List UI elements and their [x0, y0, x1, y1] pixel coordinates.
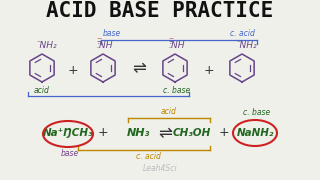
Text: ⁻: ⁻ [96, 36, 101, 46]
Text: +: + [98, 127, 108, 140]
Text: :̄NH: :̄NH [97, 41, 113, 50]
Text: +: + [203, 64, 214, 76]
Text: c. acid: c. acid [136, 152, 160, 161]
Text: c. base: c. base [164, 86, 191, 95]
Text: +: + [67, 64, 78, 76]
Text: ¨NH₂: ¨NH₂ [35, 41, 57, 50]
Text: ⁻: ⁻ [168, 36, 173, 46]
Text: ⇌: ⇌ [158, 124, 172, 142]
Text: base: base [61, 149, 79, 158]
Text: base: base [103, 29, 121, 38]
Text: NH₃: NH₃ [126, 128, 150, 138]
Text: acid: acid [161, 107, 177, 116]
Text: ⇌: ⇌ [132, 59, 146, 77]
Text: c. acid: c. acid [230, 29, 255, 38]
Text: +: + [218, 127, 229, 140]
Text: CH₃OH: CH₃OH [173, 128, 211, 138]
Text: Leah4Sci: Leah4Sci [143, 164, 177, 173]
Text: c. base: c. base [244, 108, 271, 117]
Text: ¨NH₂: ¨NH₂ [235, 41, 257, 50]
Text: acid: acid [34, 86, 50, 95]
Text: :̄NH: :̄NH [169, 41, 185, 50]
Text: Na⁺ŊCH₃: Na⁺ŊCH₃ [43, 128, 93, 138]
Text: ACID BASE PRACTICE: ACID BASE PRACTICE [46, 1, 274, 21]
Text: NaNH₂: NaNH₂ [236, 128, 274, 138]
